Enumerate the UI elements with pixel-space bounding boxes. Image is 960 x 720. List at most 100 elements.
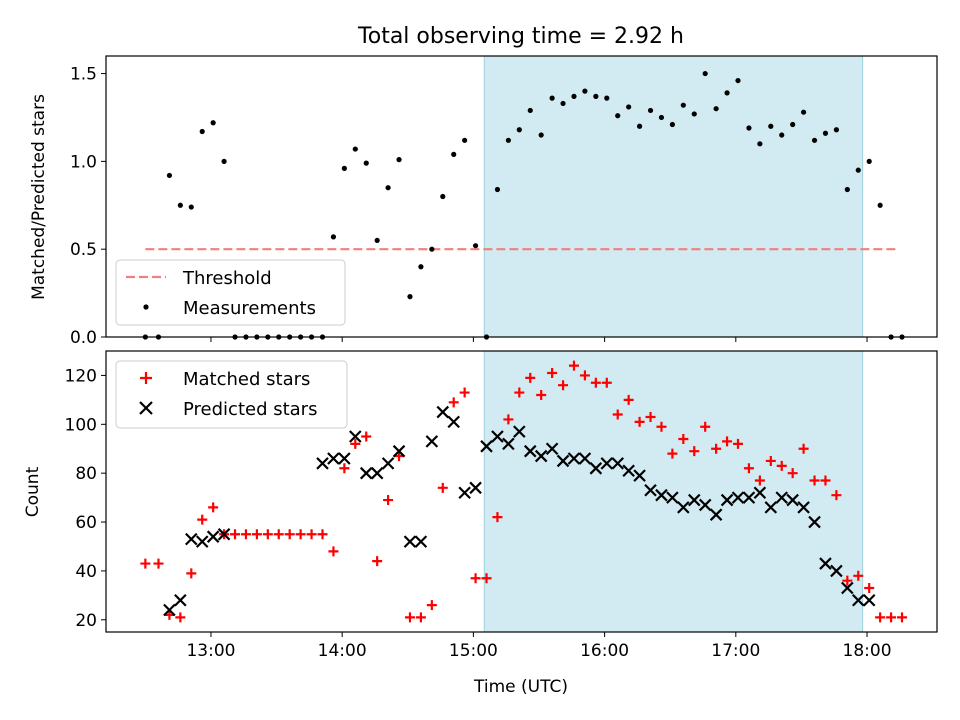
predicted-stars-point xyxy=(502,437,515,451)
matched-stars-point xyxy=(886,612,897,623)
matched-stars-point xyxy=(875,612,886,623)
measurements-point xyxy=(352,146,358,152)
matched-stars-point xyxy=(831,490,842,501)
matched-stars-point xyxy=(350,438,361,449)
matched-stars-point xyxy=(667,448,678,459)
predicted-stars-point xyxy=(513,425,526,438)
legend-threshold-label: Threshold xyxy=(182,268,272,289)
bottom-y-tick-label: 40 xyxy=(75,562,97,582)
predicted-stars-point xyxy=(185,532,198,546)
matched-stars-point xyxy=(459,387,470,398)
matched-stars-point xyxy=(754,475,765,486)
predicted-stars-point xyxy=(742,491,756,504)
measurements-point xyxy=(440,193,446,200)
measurements-point xyxy=(680,102,686,108)
matched-stars-point xyxy=(842,575,853,586)
matched-stars-point xyxy=(415,612,426,623)
predicted-stars-point xyxy=(698,498,712,512)
top-y-tick-label: 1.0 xyxy=(70,152,97,172)
measurements-point xyxy=(833,127,840,133)
measurements-point xyxy=(822,130,829,136)
measurements-point xyxy=(330,234,337,240)
measurements-point xyxy=(702,70,708,77)
predicted-stars-point xyxy=(753,486,767,499)
bottom-x-tick-label: 13:00 xyxy=(186,641,235,661)
predicted-stars-point xyxy=(589,462,603,475)
predicted-stars-point xyxy=(775,491,789,504)
predicted-stars-point xyxy=(381,457,395,470)
measurements-point xyxy=(866,158,872,164)
measurements-point xyxy=(177,202,183,208)
matched-stars-point xyxy=(579,370,590,381)
matched-stars-point xyxy=(645,411,656,422)
top-y-tick-label: 0.5 xyxy=(70,240,97,260)
matched-stars-point xyxy=(339,463,350,474)
measurements-point xyxy=(549,95,555,101)
bottom-y-tick-label: 100 xyxy=(65,415,97,435)
matched-stars-point xyxy=(525,372,536,383)
matched-stars-point xyxy=(809,475,820,486)
measurements-point xyxy=(658,114,665,121)
predicted-stars-point xyxy=(523,444,537,458)
measurements-point xyxy=(790,121,796,128)
measurements-point xyxy=(451,151,457,157)
top-panel: 0.0 0.5 1.0 1.5 Threshold Measurements xyxy=(70,55,938,348)
top-y-axis-label: Matched/Predicted stars xyxy=(29,94,49,300)
matched-stars-point xyxy=(273,529,284,540)
matched-stars-point xyxy=(547,367,558,378)
predicted-stars-point xyxy=(666,491,679,504)
bottom-y-tick-label: 120 xyxy=(65,366,97,386)
matched-stars-point xyxy=(306,529,317,540)
chart-title: Total observing time = 2.92 h xyxy=(357,24,684,49)
matched-stars-point xyxy=(437,482,448,493)
predicted-stars-point xyxy=(677,501,690,514)
matched-stars-point xyxy=(568,360,579,371)
matched-stars-point xyxy=(186,568,197,579)
matched-stars-point xyxy=(262,529,273,540)
matched-stars-point xyxy=(853,570,864,581)
predicted-stars-point xyxy=(797,501,810,514)
matched-stars-point xyxy=(798,443,809,454)
measurements-point xyxy=(779,132,785,138)
predicted-stars-point xyxy=(611,457,624,470)
measurements-point xyxy=(396,157,402,163)
measurements-point xyxy=(341,165,347,171)
matched-stars-point xyxy=(230,529,241,540)
matched-stars-point xyxy=(383,495,394,506)
bottom-x-tick-label: 16:00 xyxy=(580,641,629,661)
matched-stars-point xyxy=(590,377,601,388)
measurements-point xyxy=(691,111,697,117)
predicted-stars-point xyxy=(359,466,373,480)
top-shaded-region xyxy=(484,56,863,337)
bottom-shaded-region xyxy=(484,351,863,632)
bottom-y-axis-label: Count xyxy=(23,466,43,517)
top-legend xyxy=(115,259,346,326)
measurements-point xyxy=(647,107,654,114)
bottom-axes-frame xyxy=(105,350,938,633)
matched-stars-point xyxy=(140,558,151,569)
predicted-stars-point xyxy=(491,430,504,443)
measurements-point xyxy=(855,167,861,173)
measurements-point xyxy=(188,204,194,210)
predicted-stars-point xyxy=(534,449,548,463)
measurements-point xyxy=(735,77,741,84)
top-axes-frame xyxy=(105,55,938,338)
measurements-point xyxy=(210,120,216,126)
predicted-stars-point xyxy=(403,535,417,548)
predicted-stars-point xyxy=(687,493,701,507)
matched-stars-point xyxy=(208,502,219,513)
matched-stars-point xyxy=(470,573,481,584)
measurements-point xyxy=(505,137,511,143)
measurements-point xyxy=(199,128,205,135)
legend-predicted-stars-label: Predicted stars xyxy=(183,399,317,420)
matched-stars-point xyxy=(448,397,459,408)
predicted-stars-point xyxy=(163,603,176,617)
predicted-stars-point xyxy=(195,535,209,548)
matched-stars-point xyxy=(295,529,306,540)
matched-stars-point xyxy=(776,460,787,471)
matched-stars-point xyxy=(503,414,514,425)
matched-stars-point xyxy=(678,433,689,444)
measurements-point xyxy=(407,294,413,300)
matched-stars-point xyxy=(722,436,733,447)
measurements-point xyxy=(626,104,632,110)
